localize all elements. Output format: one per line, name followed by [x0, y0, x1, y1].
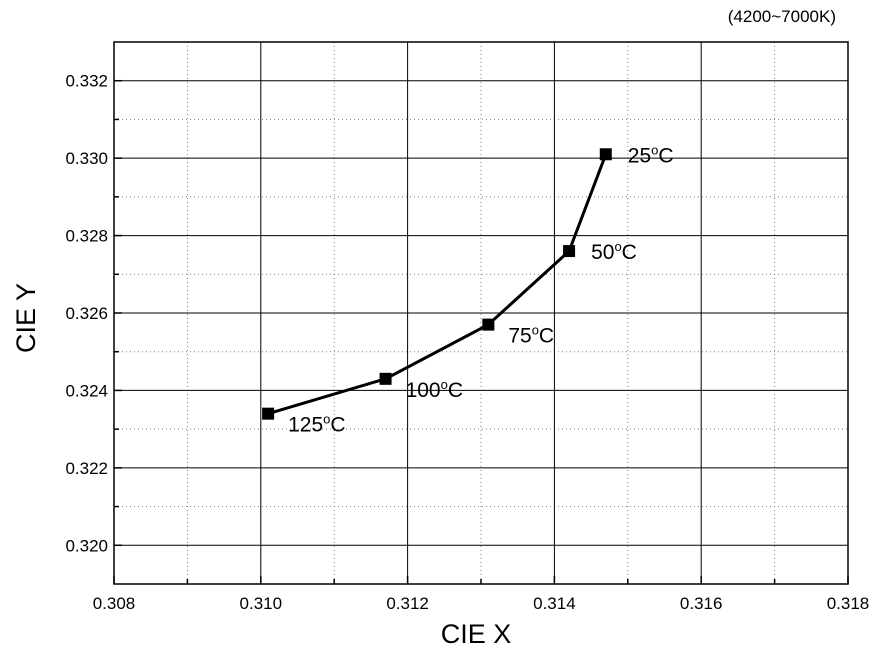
x-tick-label: 0.318 [827, 594, 870, 613]
major-grid [114, 42, 848, 584]
x-tick-label: 0.308 [93, 594, 136, 613]
x-axis-title: CIE X [441, 619, 512, 649]
data-point-label: 75oC [508, 323, 554, 348]
y-tick-label: 0.320 [65, 536, 108, 555]
x-tick-label: 0.312 [386, 594, 429, 613]
y-tick-label: 0.324 [65, 381, 108, 400]
x-tick-label: 0.316 [680, 594, 723, 613]
x-tick-labels: 0.308 0.310 0.312 0.314 0.316 0.318 [93, 594, 870, 613]
data-point-label: 50oC [591, 239, 637, 264]
data-point-marker [563, 245, 576, 258]
data-point-marker [262, 407, 275, 420]
data-markers [262, 148, 612, 420]
data-point-label: 25oC [628, 142, 674, 167]
series-line [267, 153, 608, 416]
data-point-marker [599, 148, 612, 161]
y-tick-label: 0.332 [65, 72, 108, 91]
axis-ticks [113, 79, 849, 584]
y-axis-title: CIE Y [11, 283, 41, 353]
y-tick-label: 0.328 [65, 227, 108, 246]
y-tick-labels: 0.320 0.322 0.324 0.326 0.328 0.330 0.332 [65, 72, 108, 556]
x-tick-label: 0.314 [533, 594, 576, 613]
x-tick-label: 0.310 [240, 594, 283, 613]
y-tick-label: 0.326 [65, 304, 108, 323]
range-annotation: (4200~7000K) [728, 7, 836, 26]
y-tick-label: 0.330 [65, 149, 108, 168]
data-point-marker [482, 318, 495, 331]
data-point-label: 125oC [288, 412, 345, 437]
point-labels: 25oC 50oC 75oC 100oC 125oC [288, 142, 673, 436]
data-point-marker [379, 372, 392, 385]
y-tick-label: 0.322 [65, 459, 108, 478]
data-point-label: 100oC [406, 377, 463, 402]
